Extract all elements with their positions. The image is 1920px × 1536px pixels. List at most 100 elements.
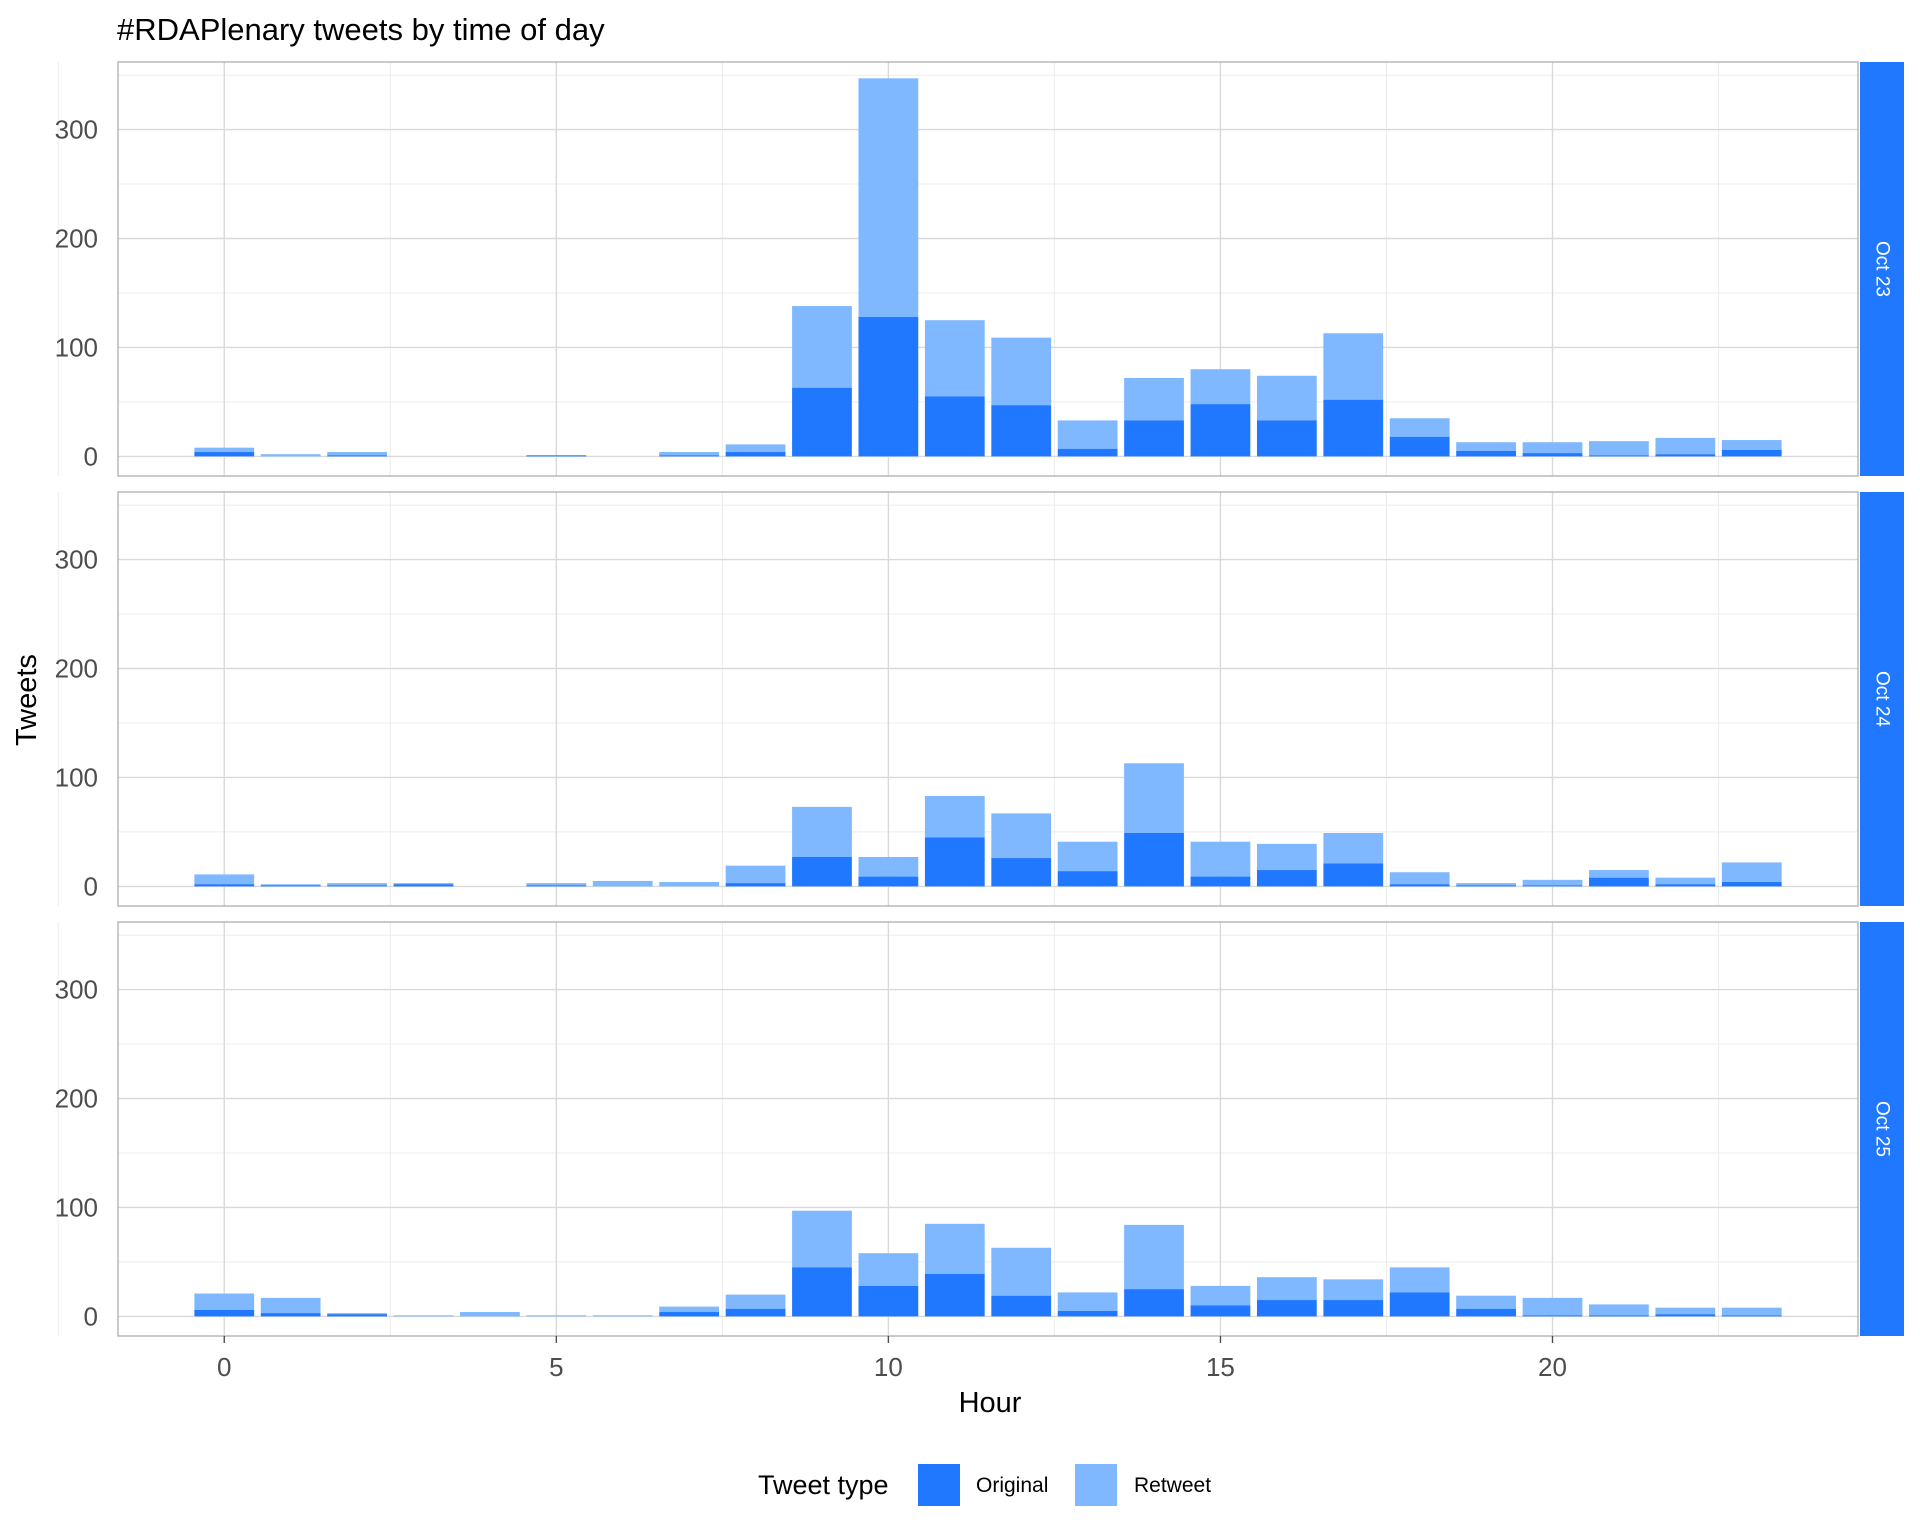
bar-retweet bbox=[1389, 1267, 1450, 1293]
bar-original bbox=[1589, 877, 1649, 887]
y-tick-label: 0 bbox=[84, 871, 98, 901]
bar-retweet bbox=[1124, 1224, 1184, 1290]
bar-original bbox=[1456, 1308, 1516, 1317]
bar-original bbox=[194, 884, 255, 887]
bar-retweet bbox=[924, 1223, 985, 1274]
bar-retweet bbox=[327, 452, 387, 456]
bar-retweet bbox=[1721, 440, 1782, 450]
bar-retweet bbox=[1655, 877, 1716, 885]
bar-original bbox=[1655, 884, 1716, 887]
bar-retweet bbox=[1190, 1285, 1251, 1306]
panel-2: 0 100 200 300 Oct 24 bbox=[55, 491, 1904, 907]
bar-original bbox=[924, 837, 985, 887]
bar-original bbox=[1323, 863, 1384, 887]
bar-retweet bbox=[1522, 879, 1583, 886]
bar-retweet bbox=[725, 444, 786, 453]
bar-retweet bbox=[1124, 763, 1184, 834]
bar-original bbox=[1456, 450, 1516, 457]
legend-title: Tweet type bbox=[758, 1470, 889, 1500]
x-tick-label: 0 bbox=[217, 1352, 231, 1382]
bar-original bbox=[792, 1267, 852, 1317]
bar-retweet bbox=[194, 1293, 255, 1310]
bar-retweet bbox=[1389, 418, 1450, 437]
bar-retweet bbox=[1057, 1292, 1118, 1311]
facet-strip-label: Oct 25 bbox=[1872, 1101, 1893, 1157]
y-tick-label: 0 bbox=[84, 441, 98, 471]
y-tick-label: 0 bbox=[84, 1301, 98, 1331]
x-tick-label: 5 bbox=[549, 1352, 563, 1382]
bar-retweet bbox=[1721, 862, 1782, 883]
facet-strip bbox=[1860, 62, 1904, 476]
bar-original bbox=[260, 885, 321, 887]
x-axis-title: Hour bbox=[959, 1387, 1022, 1419]
bar-retweet bbox=[1057, 841, 1118, 872]
legend: Tweet type Original Retweet bbox=[758, 1464, 1211, 1506]
bar-retweet bbox=[460, 1312, 520, 1317]
bar-retweet bbox=[592, 880, 653, 887]
bar-original bbox=[1655, 454, 1716, 457]
bar-original bbox=[1522, 1315, 1583, 1317]
bar-original bbox=[659, 1312, 720, 1317]
facet-strip-label: Oct 24 bbox=[1872, 671, 1893, 727]
y-tick-label: 200 bbox=[55, 1083, 98, 1113]
y-tick-label: 200 bbox=[55, 653, 98, 683]
bar-original bbox=[194, 452, 255, 457]
y-tick-label: 100 bbox=[55, 762, 98, 792]
bar-retweet bbox=[1522, 442, 1583, 454]
panel-border bbox=[117, 61, 1859, 477]
bar-retweet bbox=[991, 813, 1052, 859]
bar-retweet bbox=[1589, 1304, 1649, 1316]
panels: 0 100 200 300 Oct 23 0 100 200 300 Oct 24 0 100 200 3… bbox=[55, 61, 1904, 1337]
bar-retweet bbox=[1323, 1279, 1384, 1301]
bar-retweet bbox=[1589, 441, 1649, 456]
y-tick-label: 300 bbox=[55, 545, 98, 575]
y-tick-label: 100 bbox=[55, 1192, 98, 1222]
x-axis: 0 5 10 15 20 bbox=[217, 1336, 1567, 1382]
bar-retweet bbox=[1323, 833, 1384, 864]
bar-retweet bbox=[659, 882, 720, 887]
y-tick-label: 300 bbox=[55, 975, 98, 1005]
bar-retweet bbox=[260, 454, 321, 457]
legend-key-retweet bbox=[1075, 1464, 1117, 1506]
bar-original bbox=[194, 1309, 255, 1317]
bar-retweet bbox=[1721, 1307, 1782, 1316]
panel-border bbox=[117, 491, 1859, 907]
bar-original bbox=[1522, 885, 1583, 887]
bar-retweet bbox=[327, 883, 387, 886]
bar-retweet bbox=[725, 865, 786, 884]
bar-original bbox=[1655, 1314, 1716, 1317]
x-tick-label: 15 bbox=[1206, 1352, 1235, 1382]
bar-retweet bbox=[260, 1297, 321, 1314]
bar-original bbox=[526, 885, 587, 887]
bar-original bbox=[1124, 420, 1184, 457]
bar-original bbox=[1124, 1289, 1184, 1317]
bar-original bbox=[991, 858, 1052, 887]
bar-retweet bbox=[1655, 437, 1716, 455]
bar-retweet bbox=[526, 1315, 587, 1317]
bar-original bbox=[1721, 449, 1782, 457]
panel-3: 0 100 200 300 Oct 25 bbox=[55, 921, 1904, 1337]
bar-retweet bbox=[1456, 883, 1516, 886]
bar-retweet bbox=[659, 1306, 720, 1313]
bar-retweet bbox=[1522, 1297, 1583, 1316]
bar-retweet bbox=[924, 320, 985, 397]
bar-original bbox=[1190, 876, 1251, 887]
bar-original bbox=[924, 1273, 985, 1317]
x-tick-label: 10 bbox=[874, 1352, 903, 1382]
bar-original bbox=[1589, 1315, 1649, 1317]
legend-label-original: Original bbox=[976, 1474, 1048, 1497]
bar-original bbox=[1721, 1315, 1782, 1317]
bar-original bbox=[792, 856, 852, 887]
bar-retweet bbox=[792, 806, 852, 857]
facet-strip bbox=[1860, 492, 1904, 906]
bar-original bbox=[327, 885, 387, 887]
bar-retweet bbox=[1256, 375, 1317, 421]
y-tick-label: 100 bbox=[55, 332, 98, 362]
bar-original bbox=[1190, 1305, 1251, 1317]
bar-retweet bbox=[1124, 377, 1184, 421]
bar-retweet bbox=[792, 1210, 852, 1268]
bar-original bbox=[1323, 1300, 1384, 1317]
bar-original bbox=[725, 1308, 786, 1317]
bar-retweet bbox=[1456, 442, 1516, 451]
